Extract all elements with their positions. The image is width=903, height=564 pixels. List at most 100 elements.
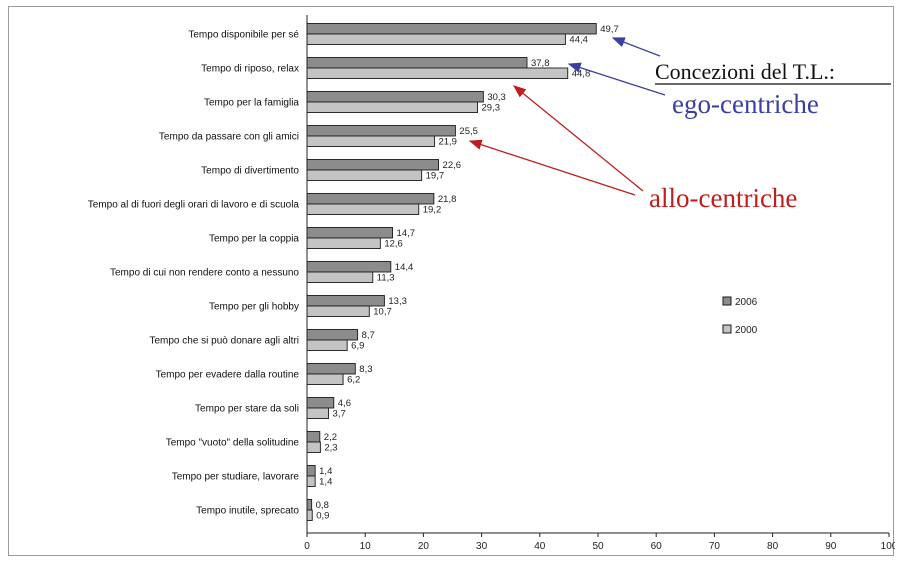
- bar-2006: [306, 227, 394, 239]
- ego-arrow-2: [567, 62, 666, 96]
- category-label: Tempo per la coppia: [209, 234, 299, 245]
- value-label-2000: 11,3: [377, 273, 395, 284]
- bar-2006: [306, 193, 435, 205]
- category-label: Tempo di riposo, relax: [201, 64, 299, 75]
- value-label-2006: 8,7: [362, 330, 375, 341]
- category-label: Tempo disponibile per sé: [188, 30, 299, 41]
- value-label-2000: 21,9: [438, 137, 457, 148]
- ego-arrow-1: [611, 37, 661, 57]
- annotation-title: Concezioni del T.L.:: [655, 59, 835, 84]
- bar-2000: [306, 237, 381, 249]
- bar-2000: [306, 373, 344, 385]
- value-label-2000: 2,3: [324, 443, 337, 454]
- x-tick-label: 30: [476, 541, 488, 552]
- legend-swatch-2006: [722, 296, 732, 306]
- category-label: Tempo inutile, sprecato: [196, 506, 299, 517]
- bar-2006: [306, 431, 321, 443]
- x-tick-label: 90: [825, 541, 837, 552]
- category-label: Tempo per evadere dalla routine: [156, 370, 300, 381]
- value-label-2006: 2,2: [324, 432, 337, 443]
- x-tick-label: 40: [534, 541, 546, 552]
- bar-2000: [306, 475, 316, 487]
- bar-2000: [306, 305, 370, 317]
- annotation-ego: ego-centriche: [672, 89, 819, 119]
- bar-2006: [306, 363, 356, 375]
- chart-frame: Tempo disponibile per sé 49,7 44,4 Tempo di…: [8, 6, 895, 556]
- value-label-2006: 13,3: [388, 296, 407, 307]
- value-label-2000: 19,2: [423, 205, 442, 216]
- category-label: Tempo che si può donare agli altri: [149, 336, 299, 347]
- category-label: Tempo al di fuori degli orari di lavoro …: [88, 200, 300, 211]
- bar-2006: [306, 125, 456, 137]
- bar-2000: [306, 441, 321, 453]
- bar-2006: [306, 57, 528, 69]
- x-tick-label: 50: [592, 541, 604, 552]
- category-label: Tempo per studiare, lavorare: [172, 472, 300, 483]
- bar-2006: [306, 329, 359, 341]
- bar-chart: Tempo disponibile per sé 49,7 44,4 Tempo di…: [88, 15, 895, 552]
- x-axis: 0 10 20 30 40 50 60 70 80 90 100: [304, 15, 895, 552]
- bar-2000: [306, 33, 566, 45]
- value-label-2000: 6,9: [351, 341, 364, 352]
- value-label-2000: 10,7: [373, 307, 392, 318]
- x-tick-label: 20: [418, 541, 430, 552]
- value-label-2000: 44,8: [572, 69, 591, 80]
- value-label-2006: 21,8: [438, 194, 457, 205]
- legend-swatch-2000: [722, 324, 732, 334]
- category-label: Tempo di divertimento: [201, 166, 299, 177]
- value-label-2000: 19,7: [426, 171, 445, 182]
- value-label-2000: 1,4: [319, 477, 332, 488]
- bar-2006: [306, 159, 439, 171]
- value-label-2006: 1,4: [319, 466, 332, 477]
- value-label-2000: 29,3: [482, 103, 501, 114]
- value-label-2006: 22,6: [443, 160, 462, 171]
- x-tick-label: 100: [881, 541, 895, 552]
- category-label: Tempo per stare da soli: [195, 404, 299, 415]
- bar-2006: [306, 397, 335, 409]
- bar-2000: [306, 135, 435, 147]
- bar-2006: [306, 261, 392, 273]
- category-label: Tempo per la famiglia: [204, 98, 299, 109]
- value-label-2006: 49,7: [600, 24, 619, 35]
- category-label: Tempo di cui non rendere conto a nessuno: [110, 268, 299, 279]
- category-label: Tempo "vuoto" della solitudine: [166, 438, 300, 449]
- bar-2000: [306, 101, 478, 113]
- value-label-2000: 3,7: [333, 409, 346, 420]
- value-label-2006: 4,6: [338, 398, 351, 409]
- bar-2000: [306, 67, 569, 79]
- allo-arrow-2: [468, 139, 636, 196]
- x-tick-label: 10: [360, 541, 372, 552]
- bar-2000: [306, 271, 374, 283]
- annotations: Concezioni del T.L.: ego-centriche allo-…: [468, 37, 891, 213]
- value-label-2000: 0,9: [316, 511, 329, 522]
- bar-2000: [306, 509, 313, 521]
- legend-label-2006: 2006: [735, 297, 758, 308]
- bar-2000: [306, 339, 348, 351]
- bar-2006: [306, 499, 313, 511]
- bar-2000: [306, 203, 420, 215]
- bars-layer: Tempo disponibile per sé 49,7 44,4 Tempo di…: [88, 23, 619, 522]
- value-label-2006: 8,3: [359, 364, 372, 375]
- bar-2006: [306, 465, 316, 477]
- category-label: Tempo da passare con gli amici: [159, 132, 299, 143]
- allo-arrow-1: [512, 85, 644, 192]
- value-label-2006: 37,8: [531, 58, 550, 69]
- value-label-2006: 14,7: [397, 228, 416, 239]
- bar-2000: [306, 169, 423, 181]
- legend: 2006 2000: [722, 296, 758, 336]
- value-label-2006: 14,4: [395, 262, 414, 273]
- bar-2006: [306, 295, 385, 307]
- value-label-2000: 6,2: [347, 375, 360, 386]
- bar-2006: [306, 23, 597, 35]
- value-label-2006: 0,8: [316, 500, 329, 511]
- category-label: Tempo per gli hobby: [209, 302, 299, 313]
- x-tick-label: 80: [767, 541, 779, 552]
- value-label-2006: 30,3: [487, 92, 506, 103]
- x-tick-label: 70: [709, 541, 721, 552]
- x-tick-label: 60: [651, 541, 663, 552]
- legend-label-2000: 2000: [735, 325, 758, 336]
- value-label-2000: 44,4: [569, 35, 588, 46]
- value-label-2000: 12,6: [384, 239, 403, 250]
- bar-2000: [306, 407, 329, 419]
- bar-2006: [306, 91, 484, 103]
